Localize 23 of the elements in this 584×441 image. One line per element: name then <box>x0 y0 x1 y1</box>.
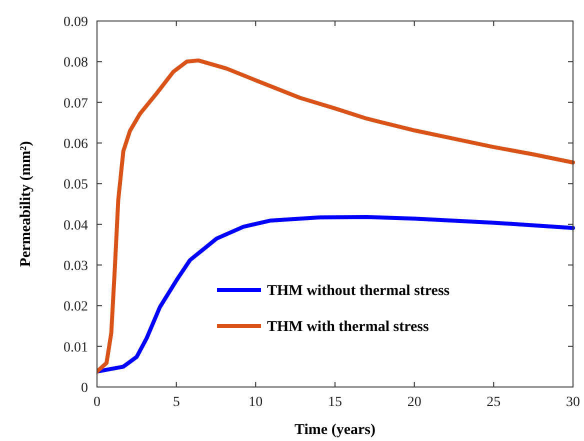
x-tick-label: 10 <box>248 395 263 410</box>
y-tick-label: 0.03 <box>64 259 88 274</box>
y-tick-label: 0.01 <box>64 340 88 356</box>
y-tick-label: 0.08 <box>64 56 88 71</box>
x-tick-label: 20 <box>407 395 422 410</box>
y-tick-label: 0.04 <box>64 218 88 234</box>
x-tick-label: 25 <box>486 395 501 410</box>
legend-label: THM with thermal stress <box>267 319 429 335</box>
line-series <box>97 215 575 374</box>
y-tick-label: 0.06 <box>64 137 88 152</box>
legend-label: THM without thermal stress <box>267 283 450 299</box>
y-tick-label: 0.07 <box>64 96 88 112</box>
y-axis-title: Permeability (mm²) <box>18 141 34 267</box>
x-tick-label: 0 <box>94 395 100 410</box>
y-tick-label: 0.02 <box>64 300 88 315</box>
y-tick-label: 0.09 <box>64 15 88 30</box>
y-tick-label: 0.05 <box>64 178 88 193</box>
x-axis-title: Time (years) <box>294 422 376 438</box>
line-series <box>97 58 575 374</box>
x-tick-label: 30 <box>566 395 580 410</box>
y-tick-label: 0 <box>81 381 88 396</box>
x-tick-label: 5 <box>172 395 180 410</box>
x-tick-label: 15 <box>328 395 342 410</box>
